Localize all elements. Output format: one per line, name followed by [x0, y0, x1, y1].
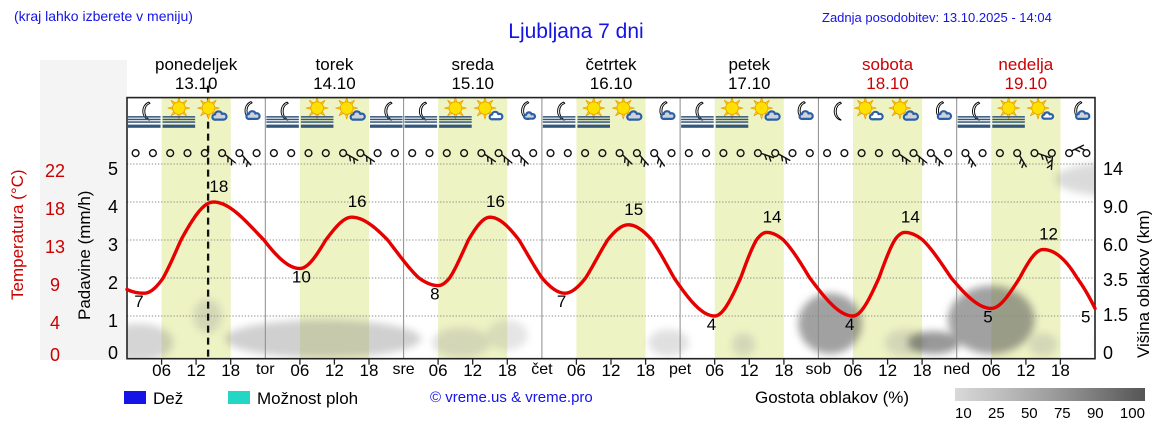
svg-text:8: 8 — [430, 285, 439, 304]
svg-text:10: 10 — [292, 268, 311, 287]
svg-text:15: 15 — [624, 200, 643, 219]
svg-text:7: 7 — [134, 292, 143, 311]
svg-text:14: 14 — [901, 207, 920, 226]
svg-text:18: 18 — [209, 177, 228, 196]
svg-text:16: 16 — [348, 192, 367, 211]
svg-text:12: 12 — [1039, 225, 1058, 244]
svg-text:7: 7 — [557, 292, 566, 311]
svg-text:14: 14 — [763, 207, 782, 226]
svg-text:5: 5 — [983, 307, 992, 326]
svg-text:5: 5 — [1081, 307, 1090, 326]
svg-text:4: 4 — [707, 315, 716, 334]
svg-text:16: 16 — [486, 192, 505, 211]
svg-text:4: 4 — [845, 315, 854, 334]
